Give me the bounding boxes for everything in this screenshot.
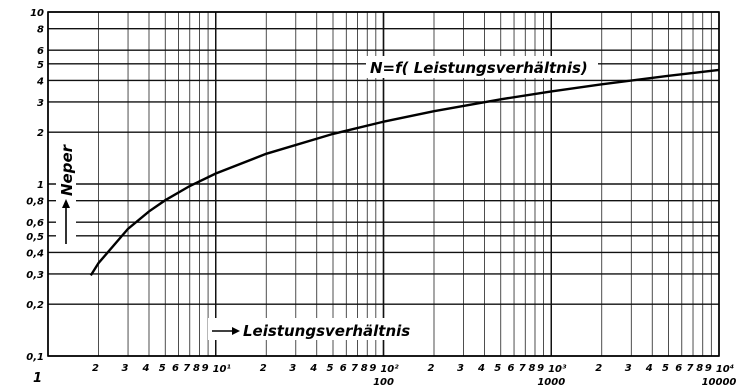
y-tick-label: 2 [37, 128, 44, 139]
y-tick-label: 0,6 [26, 218, 44, 229]
x-tick-label: 9 [369, 363, 376, 374]
x-decade-label: 10³ [548, 364, 567, 375]
x-tick-label: 7 [183, 363, 190, 374]
x-tick-label: 6 [675, 363, 682, 374]
x-tick-label: 8 [696, 363, 703, 374]
x-tick-label: 3 [289, 363, 296, 374]
x-tick-label: 5 [159, 363, 166, 374]
x-tick-label: 2 [595, 363, 602, 374]
x-decade-value-label: 100 [373, 377, 394, 388]
x-tick-label: 6 [340, 363, 347, 374]
series-layer [89, 68, 720, 277]
y-tick-label: 10 [30, 8, 44, 19]
x-tick-label: 7 [519, 363, 526, 374]
x-tick-label: 2 [428, 363, 435, 374]
x-axis-label: Leistungsverhältnis [243, 322, 410, 340]
x-tick-label: 8 [361, 363, 368, 374]
x-tick-label: 4 [477, 363, 485, 374]
y-tick-label: 0,1 [26, 352, 44, 363]
x-tick-label: 6 [172, 363, 179, 374]
xlabel-arrow [212, 327, 240, 335]
x-tick-label: 3 [122, 363, 129, 374]
title-background [366, 56, 598, 78]
x-tick-label: 3 [625, 363, 632, 374]
x-tick-label: 2 [260, 363, 267, 374]
x-tick-label: 4 [142, 363, 150, 374]
y-tick-label: 0,2 [26, 300, 44, 311]
y-tick-label: 0,4 [26, 248, 44, 259]
chart-title: N=f( Leistungsverhältnis) [370, 59, 588, 77]
x-tick-label: 9 [202, 363, 209, 374]
x-tick-label: 5 [662, 363, 669, 374]
x-tick-label: 1 [33, 371, 42, 386]
y-tick-label: 0,8 [26, 197, 44, 208]
x-tick-label: 2 [92, 363, 99, 374]
x-tick-label: 7 [351, 363, 358, 374]
x-decade-label: 10¹ [213, 364, 231, 375]
x-decade-value-label: 10000 [702, 377, 737, 388]
y-tick-label: 8 [37, 25, 44, 36]
xlabel-background [208, 318, 420, 340]
y-tick-label: 0,5 [26, 232, 44, 243]
x-decade-label: 10² [380, 364, 399, 375]
x-tick-label: 6 [508, 363, 515, 374]
y-tick-label: 5 [37, 60, 44, 71]
x-decade-label: 10⁴ [716, 364, 734, 375]
x-tick-label: 5 [327, 363, 334, 374]
y-tick-label: 3 [37, 98, 44, 109]
x-tick-label: 9 [705, 363, 712, 374]
x-decade-value-label: 1000 [537, 377, 565, 388]
plot-frame [47, 11, 720, 357]
x-tick-label: 8 [193, 363, 200, 374]
y-tick-label: 1 [37, 180, 44, 191]
x-tick-label: 3 [457, 363, 464, 374]
series-line [89, 68, 720, 277]
x-tick-label: 8 [529, 363, 536, 374]
x-tick-label: 7 [687, 363, 694, 374]
x-tick-label: 9 [537, 363, 544, 374]
x-tick-label: 4 [645, 363, 653, 374]
y-tick-label: 6 [37, 46, 44, 57]
y-axis-label: Neper [58, 143, 76, 196]
x-tick-label: 5 [494, 363, 501, 374]
x-tick-label: 4 [309, 363, 317, 374]
y-tick-label: 0,3 [26, 270, 44, 281]
y-tick-label: 4 [36, 76, 44, 87]
ylabel-arrow [62, 199, 70, 244]
